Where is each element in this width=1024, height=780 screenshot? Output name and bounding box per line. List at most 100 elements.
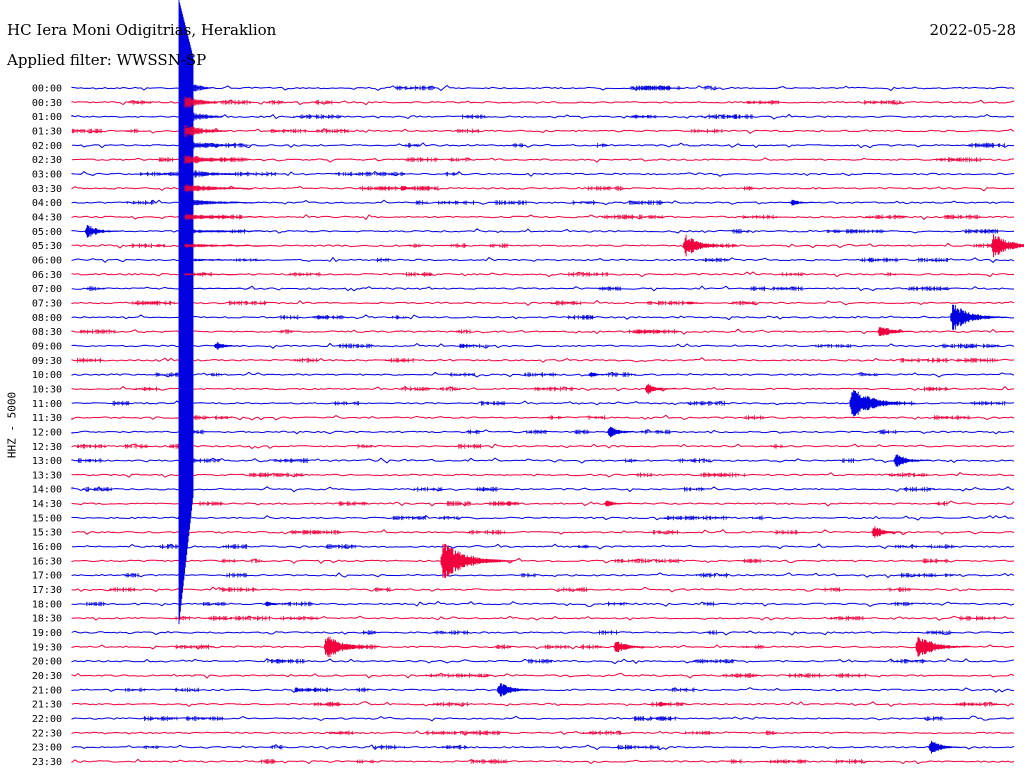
time-label-0630: 06:30 [32,270,62,281]
noise-burst [405,157,438,163]
time-label-1800: 18:00 [32,599,62,610]
event-signal-1630 [440,543,515,578]
major-event-coda [184,243,277,248]
time-label-0330: 03:30 [32,184,62,195]
noise-burst [144,716,178,721]
noise-burst [524,372,556,378]
noise-burst [868,257,882,263]
noise-burst [580,644,602,650]
noise-burst [742,214,778,220]
event-signal-0400 [789,199,818,206]
noise-burst [922,558,948,564]
noise-burst [77,443,106,449]
noise-burst [175,644,214,650]
noise-burst [72,128,102,134]
noise-burst [136,171,171,177]
time-label-1330: 13:30 [32,470,62,481]
noise-burst [483,486,498,492]
noise-burst [450,372,475,377]
noise-burst [334,171,372,177]
trace-line-1730 [71,586,1015,593]
trace-line-0400 [71,199,1015,206]
noise-burst [512,143,523,148]
noise-burst [143,300,175,306]
trace-line-1230 [71,443,1015,450]
noise-burst [174,616,190,621]
noise-burst [970,400,1006,406]
noise-burst [634,716,647,721]
time-label-0830: 08:30 [32,327,62,338]
noise-burst [568,271,608,277]
noise-burst [746,100,779,105]
time-label-0030: 00:30 [32,98,62,109]
time-label-0300: 03:00 [32,170,62,181]
major-event-coda [184,184,253,193]
noise-burst [229,300,266,306]
major-event-coda [184,288,259,290]
time-label-1630: 16:30 [32,556,62,567]
noise-burst [481,400,505,406]
trace-line-1030 [71,385,1015,392]
noise-burst [375,257,389,263]
noise-burst [235,615,270,621]
noise-burst [316,128,349,134]
noise-burst [288,271,321,277]
noise-burst [687,400,725,406]
noise-burst [830,615,864,621]
noise-burst [669,687,695,693]
noise-burst [306,114,341,120]
noise-burst [582,314,594,320]
time-label-1930: 19:30 [32,642,62,653]
event-signal-1300 [893,454,932,467]
noise-burst [405,142,420,148]
noise-burst [75,458,103,463]
trace-line-0630 [71,271,1015,278]
noise-burst [375,587,391,592]
noise-burst [889,587,911,592]
noise-burst [338,501,368,506]
noise-burst [864,214,906,220]
time-label-1530: 15:30 [32,528,62,539]
noise-burst [372,744,405,750]
noise-burst [730,759,742,764]
noise-burst [363,630,376,635]
noise-burst [766,759,806,764]
trace-line-0800 [71,314,1015,321]
noise-burst [879,429,899,435]
time-label-1230: 12:30 [32,442,62,453]
time-label-1400: 14:00 [32,485,62,496]
noise-burst [290,530,309,535]
noise-burst [889,472,929,478]
major-event-coda [184,155,241,165]
noise-burst [208,615,232,621]
noise-burst [781,272,803,277]
noise-burst [630,114,657,119]
noise-burst [574,429,589,435]
trace-line-0830 [71,328,1015,335]
noise-burst [663,86,681,90]
noise-burst [927,544,955,549]
noise-burst [752,515,763,521]
noise-burst [521,573,536,578]
event-signal-1000 [588,372,614,378]
noise-burst [629,200,663,205]
time-label-0230: 02:30 [32,155,62,166]
noise-burst [968,142,991,148]
noise-burst [415,200,428,205]
noise-burst [132,300,159,306]
noise-burst [280,615,318,621]
noise-burst [826,229,858,234]
time-label-1430: 14:30 [32,499,62,510]
noise-burst [489,501,511,506]
noise-burst [625,458,637,463]
time-label-0730: 07:30 [32,298,62,309]
major-event-coda [184,79,211,97]
time-label-2230: 22:30 [32,728,62,739]
noise-burst [834,759,868,764]
record-date: 2022-05-28 [929,21,1016,39]
noise-burst [598,630,617,635]
major-event-band [178,0,194,625]
noise-burst [653,558,681,564]
trace-line-0600 [71,256,1015,263]
